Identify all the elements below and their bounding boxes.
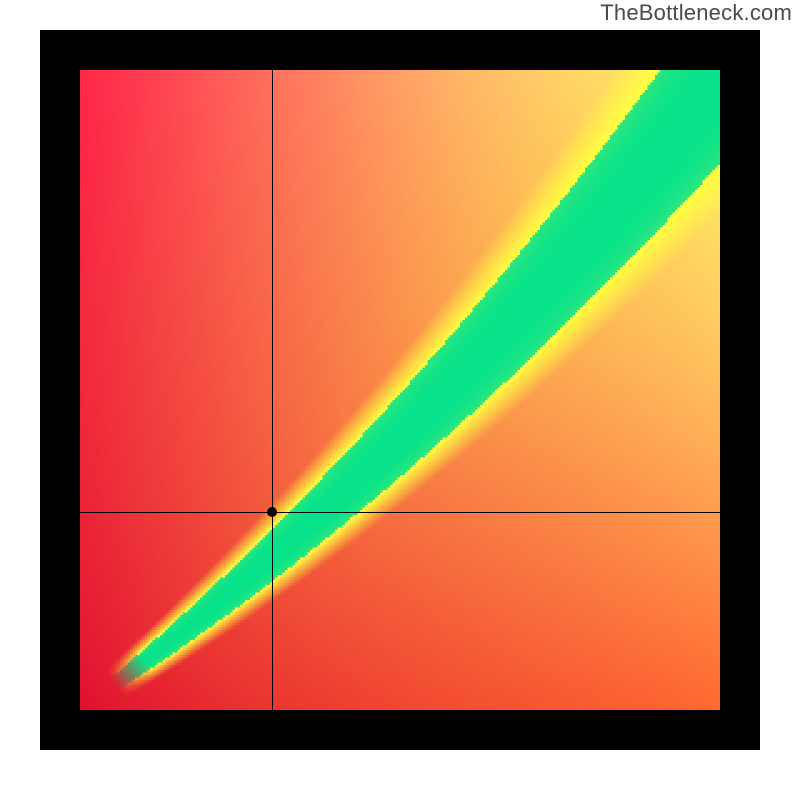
heatmap-canvas xyxy=(80,70,720,710)
plot-area xyxy=(80,70,720,710)
crosshair-vertical xyxy=(272,70,273,710)
chart-frame xyxy=(40,30,760,750)
page-root: TheBottleneck.com xyxy=(0,0,800,800)
crosshair-horizontal xyxy=(80,512,720,513)
watermark-text: TheBottleneck.com xyxy=(600,0,792,26)
marker-dot xyxy=(267,507,277,517)
